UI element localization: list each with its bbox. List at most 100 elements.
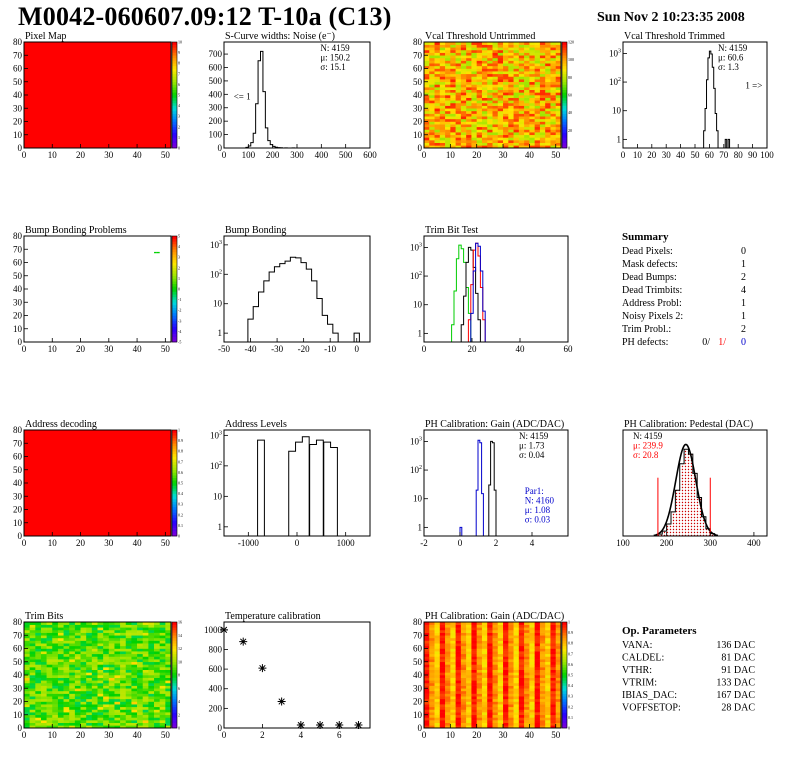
heatmap-cell — [550, 55, 557, 59]
heatmap-cell — [497, 47, 504, 51]
heatmap-cell — [513, 664, 520, 668]
heatmap-cell — [424, 52, 430, 56]
heatmap-cell — [108, 717, 115, 721]
heatmap-cell — [487, 118, 493, 122]
heatmap-cell — [487, 661, 493, 665]
heatmap-cell — [445, 79, 451, 83]
heatmap-cell — [439, 76, 446, 80]
heatmap-cell — [508, 685, 514, 689]
heatmap-cell — [555, 725, 562, 729]
heatmap-cell — [424, 632, 430, 636]
heatmap-cell — [481, 624, 488, 628]
heatmap-cell — [539, 142, 546, 146]
heatmap-cell — [120, 706, 127, 710]
heatmap-cell — [476, 696, 483, 700]
heatmap-cell — [471, 698, 477, 702]
heatmap-cell — [555, 73, 562, 77]
heatmap-cell — [550, 637, 557, 641]
heatmap-cell — [497, 622, 504, 625]
heatmap-cell — [460, 87, 467, 90]
heatmap-cell — [35, 693, 42, 697]
heatmap-cell — [513, 134, 520, 138]
heatmap-cell — [476, 693, 483, 697]
heatmap-cell — [429, 709, 435, 713]
heatmap-cell — [513, 140, 520, 143]
heatmap-cell — [450, 137, 456, 141]
heatmap-cell — [424, 661, 430, 665]
heatmap-cell — [487, 637, 493, 641]
heatmap-cell — [159, 627, 166, 631]
heatmap-cell — [492, 132, 499, 136]
heatmap-cell — [131, 717, 138, 721]
heatmap-cell — [159, 704, 166, 708]
heatmap-cell — [460, 648, 467, 652]
heatmap-cell — [508, 63, 514, 67]
heatmap-cell — [154, 627, 160, 631]
heatmap-cell — [445, 100, 451, 104]
heatmap-cell — [492, 624, 499, 628]
heatmap-cell — [52, 640, 59, 644]
heatmap-cell — [518, 669, 525, 673]
heatmap-cell — [450, 105, 456, 109]
heatmap-cell — [57, 672, 64, 676]
heatmap-cell — [114, 661, 121, 665]
heatmap-cell — [513, 672, 520, 676]
heatmap-cell — [137, 640, 144, 644]
heatmap-cell — [492, 42, 499, 45]
heatmap-cell — [424, 627, 430, 631]
heatmap-cell — [534, 698, 541, 702]
heatmap-cell — [550, 129, 557, 133]
colorbar-tick-label: 2 — [178, 712, 180, 717]
heatmap-cell — [429, 76, 435, 80]
heatmap-cell — [52, 656, 59, 660]
colorbar-segment — [172, 659, 177, 663]
heatmap-cell — [429, 71, 435, 75]
colorbar-segment — [172, 480, 177, 484]
heatmap-cell — [165, 664, 172, 668]
heatmap-cell — [503, 81, 509, 85]
heatmap-cell — [131, 640, 138, 644]
heatmap-cell — [148, 629, 155, 633]
y-tick-label: 1 — [418, 328, 423, 338]
heatmap-cell — [455, 126, 462, 130]
heatmap-cell — [52, 701, 59, 705]
heatmap-cell — [524, 118, 530, 122]
heatmap-cell — [424, 97, 430, 101]
heatmap-cell — [513, 126, 520, 130]
heatmap-cell — [429, 129, 435, 133]
heatmap-cell — [503, 717, 509, 721]
heatmap-cell — [91, 722, 98, 726]
heatmap-cell — [534, 92, 541, 96]
heatmap-cell — [497, 624, 504, 628]
colorbar-tick-label: 7 — [178, 71, 180, 76]
heatmap-cell — [97, 714, 104, 718]
colorbar-segment — [172, 717, 177, 721]
heatmap-cell — [80, 690, 87, 694]
heatmap-cell — [508, 44, 514, 48]
heatmap-cell — [103, 677, 110, 681]
heatmap-cell — [534, 675, 541, 678]
heatmap-cell — [439, 126, 446, 130]
heatmap-cell — [450, 100, 456, 104]
heatmap-cell — [455, 102, 462, 106]
heatmap-cell — [69, 622, 76, 625]
heatmap-cell — [471, 60, 477, 64]
heatmap-cell — [518, 667, 525, 670]
heatmap-cell — [508, 71, 514, 75]
heatmap-cell — [434, 44, 441, 48]
colorbar-segment — [562, 648, 567, 652]
heatmap-cell — [481, 656, 488, 660]
heatmap-cell — [545, 145, 551, 149]
heatmap-cell — [63, 661, 70, 665]
colorbar-segment — [172, 453, 177, 457]
heatmap-cell — [534, 129, 541, 133]
heatmap-cell — [434, 92, 441, 96]
colorbar-segment — [172, 47, 177, 51]
y-tick-label: 80 — [13, 425, 23, 435]
heatmap-cell — [450, 685, 456, 689]
heatmap-cell — [455, 720, 462, 723]
heatmap-cell — [539, 637, 546, 641]
y-tick-label: 50 — [13, 77, 23, 87]
panel-title-ph-gain-map: PH Calibration: Gain (ADC/DAC) — [425, 611, 564, 622]
